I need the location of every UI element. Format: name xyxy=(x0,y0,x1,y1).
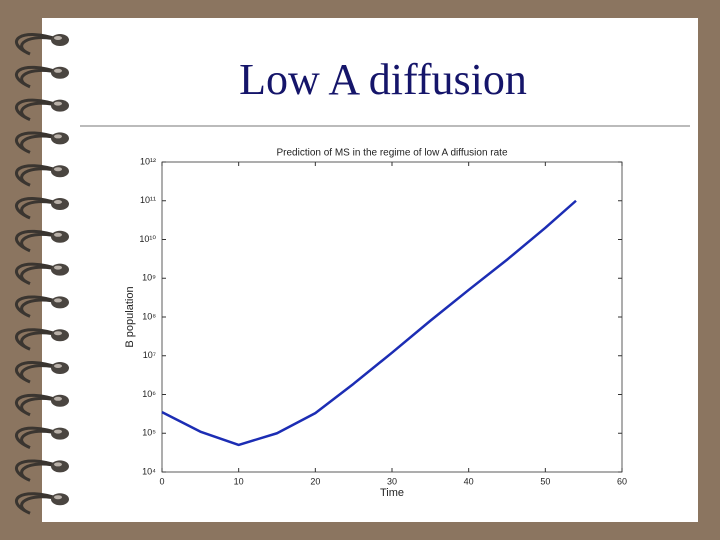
ring-bead xyxy=(51,427,69,440)
ring-wire xyxy=(15,98,61,121)
y-tick-label: 10¹¹ xyxy=(140,195,156,205)
y-tick-label: 10⁵ xyxy=(142,428,156,438)
ring-bead xyxy=(51,198,69,210)
y-tick-label: 10⁷ xyxy=(143,350,156,360)
ring-wire xyxy=(15,65,61,89)
x-axis-label: Time xyxy=(380,487,404,499)
y-tick-label: 10⁴ xyxy=(142,466,156,476)
ring-wire xyxy=(15,197,61,220)
ring-wire xyxy=(15,328,61,351)
ring-wire xyxy=(15,33,61,56)
ring-shine xyxy=(54,429,62,434)
ring-shine xyxy=(54,36,62,40)
ring-bead xyxy=(51,263,69,276)
ring-shine xyxy=(54,462,62,467)
x-tick-label: 20 xyxy=(310,476,320,486)
ring-shine xyxy=(54,331,62,336)
x-tick-label: 30 xyxy=(387,476,397,486)
ring-wire xyxy=(15,426,61,449)
ring-bead xyxy=(51,99,69,112)
ring-shine xyxy=(54,396,62,401)
slide-title: Low A diffusion xyxy=(239,55,527,104)
x-tick-label: 40 xyxy=(464,476,474,486)
ring-shine xyxy=(54,495,62,500)
data-line xyxy=(161,199,577,447)
ring-bead xyxy=(51,394,69,407)
y-tick-label: 10¹⁰ xyxy=(139,234,156,244)
ring-bead xyxy=(51,132,69,145)
ring-bead xyxy=(51,296,69,309)
ring-bead xyxy=(51,230,69,243)
slide-page xyxy=(42,18,698,522)
ring-wire xyxy=(15,262,61,285)
x-tick-label: 10 xyxy=(234,476,244,486)
ring-wire xyxy=(15,459,61,482)
ring-shine xyxy=(54,68,62,73)
ring-bead xyxy=(51,34,69,46)
ring-bead xyxy=(51,362,69,374)
ring-bead xyxy=(51,493,69,506)
ring-shine xyxy=(54,101,62,106)
ring-shine xyxy=(54,232,62,237)
ring-wire xyxy=(15,164,61,187)
x-tick-label: 0 xyxy=(159,476,164,486)
x-tick-label: 50 xyxy=(540,476,550,486)
ring-bead xyxy=(51,66,69,79)
ring-shine xyxy=(54,167,62,172)
ring-bead xyxy=(51,165,69,178)
y-tick-label: 10⁶ xyxy=(142,389,156,399)
ring-shine xyxy=(54,364,62,368)
ring-bead xyxy=(51,460,69,473)
chart-title: Prediction of MS in the regime of low A … xyxy=(276,148,507,159)
ring-wire xyxy=(15,492,61,515)
ring-wire xyxy=(15,295,61,318)
ring-wire xyxy=(15,131,61,154)
binding-rings xyxy=(15,33,69,515)
ring-shine xyxy=(54,298,62,303)
y-tick-label: 10¹² xyxy=(140,156,156,166)
ring-shine xyxy=(54,134,62,139)
y-axis-label: B population xyxy=(124,286,136,347)
ring-shine xyxy=(54,200,62,204)
ring-wire xyxy=(15,361,61,384)
x-tick-label: 60 xyxy=(617,476,627,486)
ring-bead xyxy=(51,329,69,342)
ring-shine xyxy=(54,265,62,270)
y-tick-label: 10⁸ xyxy=(142,311,156,321)
ring-wire xyxy=(15,229,61,253)
y-tick-label: 10⁹ xyxy=(142,273,156,283)
ring-wire xyxy=(15,393,61,417)
